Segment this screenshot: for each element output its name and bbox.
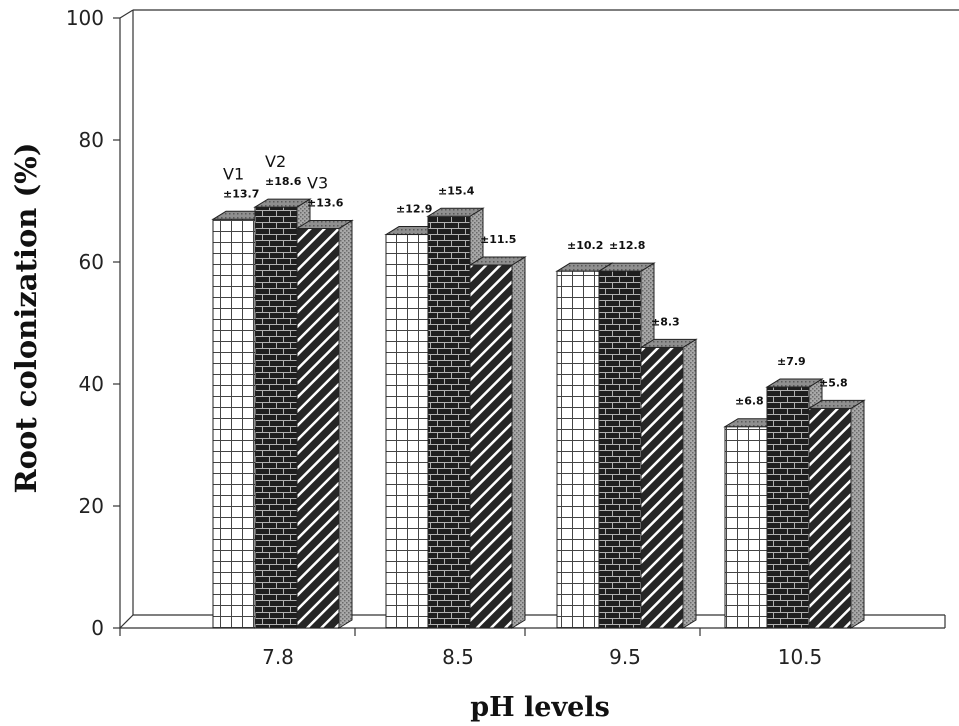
y-tick-label: 40 [79,372,104,396]
bar-front [212,218,256,629]
floor-left-edge [119,614,134,629]
bar-front [385,234,429,629]
bar-top [295,219,354,229]
bar-side [850,399,865,629]
bar-front [556,270,600,629]
error-label: ±12.8 [609,239,645,252]
error-label: ±18.6 [265,175,302,188]
error-label: ±10.2 [567,239,603,252]
y-axis-title: Root colonization (%) [9,143,43,494]
bar-top [468,256,527,266]
y-tick-label: 60 [79,250,104,274]
wall-corner-top [119,9,134,19]
error-label: ±8.3 [651,315,680,328]
bar-front [598,270,642,629]
error-label: ±15.4 [438,184,475,197]
series-label: V2 [265,152,286,171]
bar-side [338,219,353,629]
bar-top [765,378,824,388]
bar-front [724,426,768,629]
x-axis-ticks: 7.8 8.5 9.5 10.5 [119,628,823,669]
bar-front [640,346,684,629]
x-axis-title: pH levels [470,692,610,723]
bar-front [808,407,852,629]
bar-v3-ph-8-5 [468,256,527,629]
series-label: V1 [223,164,244,183]
x-tick-label: 9.5 [609,645,641,669]
error-label: ±13.6 [307,196,344,209]
bar-top [426,207,485,217]
x-tick-label: 7.8 [262,645,294,669]
bar-top [639,338,698,348]
bar-top [807,399,866,409]
series-label: V3 [307,173,328,192]
error-label: ±12.9 [396,203,432,216]
bar-front [469,264,513,629]
bar-v3-ph-7-8 [295,219,354,629]
y-axis-ticks: 0 20 40 60 80 100 [66,6,120,640]
error-label: ±13.7 [223,187,259,200]
error-label: ±5.8 [819,376,848,389]
error-label: ±11.5 [480,233,516,246]
bar-v3-ph-10-5 [807,399,866,629]
bar-top [597,262,656,272]
bar-front [296,227,340,629]
bar-top [253,198,312,208]
y-tick-label: 80 [79,128,104,152]
bar-side [511,256,526,629]
x-tick-label: 10.5 [778,645,823,669]
bar-front [427,215,471,629]
bars-layer [211,198,866,629]
x-tick-label: 8.5 [442,645,474,669]
y-tick-label: 100 [66,6,104,30]
bar-front [766,386,810,629]
bar-labels-layer: ±13.7 V1 ±18.6 V2 ±13.6 V3 ±12.9 ±15.4 ±11.5 ±10.… [223,152,848,408]
bar-side [682,338,697,629]
error-label: ±6.8 [735,395,764,408]
bar-front [254,206,298,629]
error-label: ±7.9 [777,355,806,368]
y-tick-label: 0 [91,616,104,640]
bar-v3-ph-9-5 [639,338,698,629]
y-tick-label: 20 [79,494,104,518]
